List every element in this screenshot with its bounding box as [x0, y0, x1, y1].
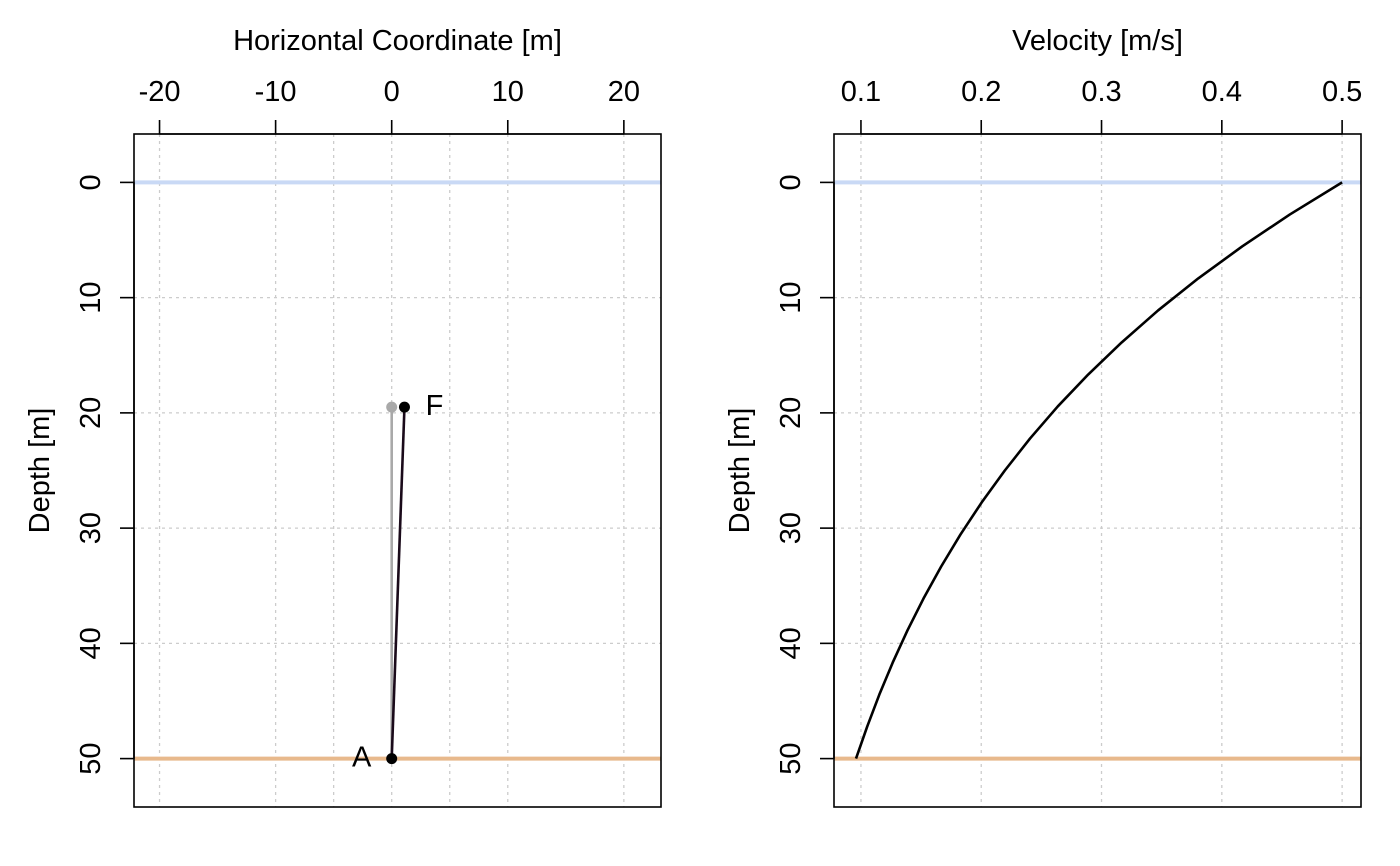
y-tick-label: 30: [775, 512, 807, 544]
x-tick-label: 0.5: [1322, 76, 1362, 108]
x-tick-label: 0.4: [1202, 76, 1242, 108]
chart-panel-2: 0.1 0.2 0.3 0.4 0.5 Velocity [m/s] 0 10 20 30 40 50…: [724, 25, 1362, 808]
x-axis-title: Velocity [m/s]: [1012, 25, 1183, 57]
x-axis: -20 -10 0 10 20 Horizontal Coordinate [m]: [139, 25, 640, 135]
x-tick-label: 0.3: [1081, 76, 1121, 108]
x-tick-label: 0.1: [841, 76, 881, 108]
series-line-1: [854, 181, 1343, 760]
y-tick-label: 10: [75, 282, 107, 314]
y-tick-label: 50: [775, 742, 807, 774]
y-tick-label: 10: [775, 282, 807, 314]
chart-panel-1: F A -20 -10 0 10 20 Horizontal Coordinate [m] 0 1…: [24, 25, 662, 808]
y-axis: 0 10 20 30 40 50 Depth [m]: [724, 174, 835, 775]
plot-frame: [833, 133, 1362, 808]
y-tick-label: 50: [75, 742, 107, 774]
data-point: [386, 753, 398, 765]
point-label: A: [352, 742, 372, 774]
y-axis-title: Depth [m]: [24, 408, 56, 534]
x-tick-label: 20: [608, 76, 640, 108]
x-tick-label: 0: [384, 76, 400, 108]
x-tick-label: 10: [492, 76, 524, 108]
y-tick-label: 30: [75, 512, 107, 544]
series-line-2: [390, 407, 406, 759]
x-axis-title: Horizontal Coordinate [m]: [233, 25, 562, 57]
y-tick-label: 40: [775, 627, 807, 659]
y-tick-label: 20: [775, 397, 807, 429]
x-tick-label: 0.2: [961, 76, 1001, 108]
data-point: [398, 401, 410, 413]
y-tick-label: 0: [775, 174, 807, 190]
point-label: F: [426, 390, 444, 422]
y-axis-title: Depth [m]: [724, 408, 756, 534]
y-axis: 0 10 20 30 40 50 Depth [m]: [24, 174, 135, 775]
plot-frame: [133, 133, 662, 808]
y-tick-label: 20: [75, 397, 107, 429]
y-tick-label: 0: [75, 174, 107, 190]
y-tick-label: 40: [75, 627, 107, 659]
data-point: [386, 401, 398, 413]
x-tick-label: -20: [139, 76, 181, 108]
x-tick-label: -10: [255, 76, 297, 108]
x-axis: 0.1 0.2 0.3 0.4 0.5 Velocity [m/s]: [841, 25, 1362, 135]
